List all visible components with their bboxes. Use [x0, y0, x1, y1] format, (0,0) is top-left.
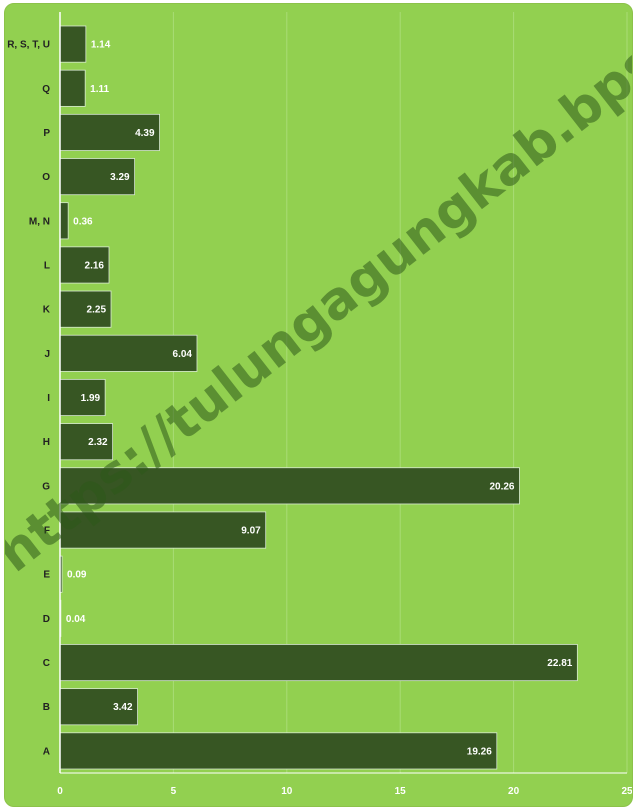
x-tick-label: 25 [621, 786, 633, 797]
bar-c [59, 644, 578, 682]
x-tick-label: 10 [281, 786, 293, 797]
data-label: 4.39 [135, 128, 155, 139]
bar-o [59, 158, 136, 196]
data-label: 9.07 [241, 526, 261, 537]
bar-mn [59, 202, 69, 240]
bar-j [59, 334, 198, 372]
labels: 0 5 10 15 20 25 A 19.26 B 3.42 C 22.81 D 0.04 E 0.09 F 9.… [7, 40, 633, 797]
data-label: 20.26 [489, 481, 514, 492]
data-label: 19.26 [467, 746, 492, 757]
data-label: 1.11 [90, 84, 109, 95]
category-label: P [43, 128, 50, 139]
category-label: H [43, 437, 50, 448]
x-tick-label: 5 [171, 786, 177, 797]
category-label: G [42, 481, 50, 492]
data-label: 2.32 [88, 437, 108, 448]
bar-rstu [59, 25, 87, 63]
data-label: 0.04 [66, 614, 86, 625]
data-label: 3.42 [113, 702, 133, 713]
data-label: 0.09 [67, 570, 87, 581]
data-label: 0.36 [73, 216, 93, 227]
category-label: A [43, 746, 50, 757]
bars [59, 25, 578, 770]
axes [59, 12, 627, 774]
bar-k [59, 290, 112, 328]
category-label: E [43, 570, 50, 581]
category-label: J [44, 349, 50, 360]
bar-chart: 0 5 10 15 20 25 A 19.26 B 3.42 C 22.81 D 0.04 E 0.09 F 9.… [5, 4, 633, 797]
chart-panel: 0 5 10 15 20 25 A 19.26 B 3.42 C 22.81 D 0.04 E 0.09 F 9.… [4, 3, 633, 807]
data-label: 1.99 [81, 393, 101, 404]
x-tick-label: 15 [395, 786, 407, 797]
category-label: D [43, 614, 50, 625]
data-label: 3.29 [110, 172, 130, 183]
data-label: 2.16 [85, 260, 105, 271]
category-label: I [47, 393, 50, 404]
category-label: R, S, T, U [7, 40, 50, 51]
bar-a [59, 732, 498, 770]
category-label: Q [42, 84, 50, 95]
category-label: L [44, 260, 50, 271]
category-label: B [43, 702, 50, 713]
data-label: 6.04 [173, 349, 193, 360]
category-label: K [43, 305, 51, 316]
data-label: 1.14 [91, 40, 111, 51]
data-label: 2.25 [87, 305, 107, 316]
bar-i [59, 378, 106, 417]
bar-h [59, 423, 114, 461]
category-label: C [43, 658, 50, 669]
x-tick-label: 0 [57, 786, 63, 797]
bar-p [59, 113, 160, 151]
category-label: M, N [29, 216, 50, 227]
data-label: 22.81 [547, 658, 572, 669]
category-label: O [42, 172, 50, 183]
bar-q [59, 69, 86, 107]
category-label: F [44, 526, 50, 537]
x-tick-label: 20 [508, 786, 520, 797]
